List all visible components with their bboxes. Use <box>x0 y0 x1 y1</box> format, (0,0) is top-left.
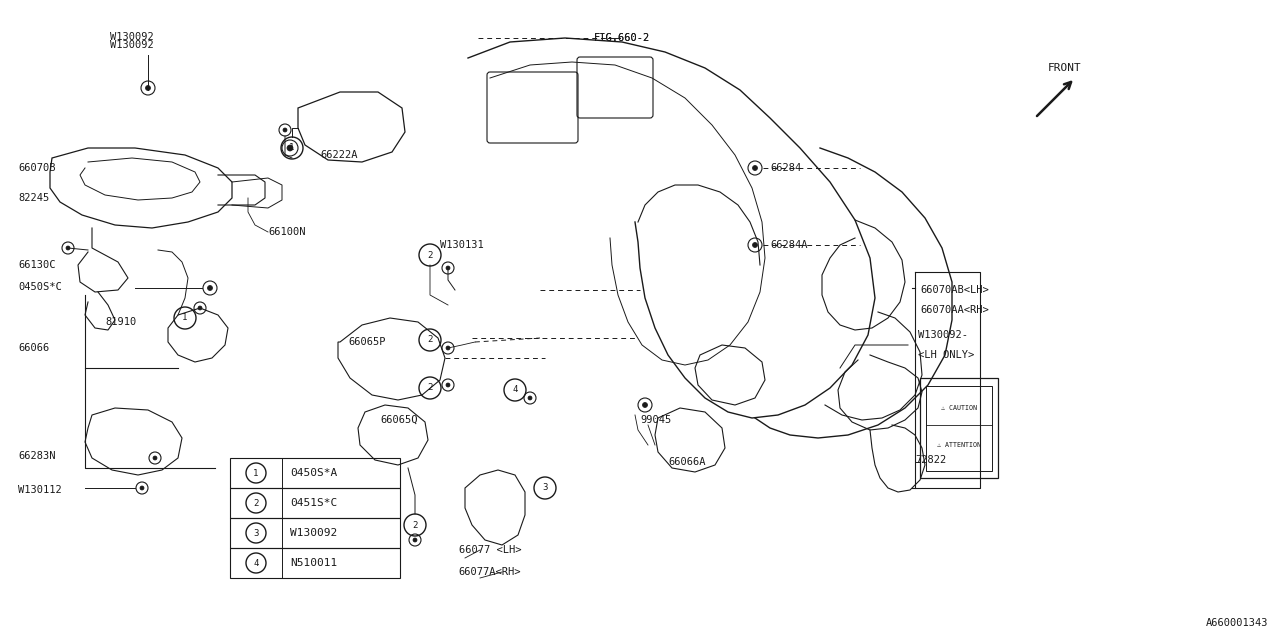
Circle shape <box>207 285 212 291</box>
Text: W130112: W130112 <box>18 485 61 495</box>
Text: 66284: 66284 <box>771 163 801 173</box>
Text: 66077A<RH>: 66077A<RH> <box>458 567 521 577</box>
Circle shape <box>283 128 287 132</box>
Text: 66100N: 66100N <box>268 227 306 237</box>
Circle shape <box>753 166 758 170</box>
Text: 66070AA<RH>: 66070AA<RH> <box>920 305 988 315</box>
Text: 2: 2 <box>428 250 433 259</box>
Circle shape <box>753 243 758 248</box>
Text: W130092-: W130092- <box>918 330 968 340</box>
Text: 66284A: 66284A <box>771 240 808 250</box>
Text: 66066: 66066 <box>18 343 49 353</box>
Text: 82245: 82245 <box>18 193 49 203</box>
Circle shape <box>67 246 70 250</box>
Text: 2: 2 <box>412 520 417 529</box>
Text: FRONT: FRONT <box>1048 63 1082 73</box>
Circle shape <box>287 145 293 151</box>
Text: 1: 1 <box>182 314 188 323</box>
Circle shape <box>146 86 151 90</box>
Text: 4: 4 <box>253 559 259 568</box>
Text: <LH ONLY>: <LH ONLY> <box>918 350 974 360</box>
Text: 66283N: 66283N <box>18 451 55 461</box>
Circle shape <box>140 486 143 490</box>
Text: 0450S*C: 0450S*C <box>18 282 61 292</box>
Text: 3: 3 <box>543 483 548 493</box>
Text: W130092: W130092 <box>110 32 154 42</box>
Text: W130092: W130092 <box>110 40 154 50</box>
Text: 66070AB<LH>: 66070AB<LH> <box>920 285 988 295</box>
Text: 1: 1 <box>253 468 259 477</box>
Circle shape <box>154 456 157 460</box>
Text: 0451S*C: 0451S*C <box>291 498 337 508</box>
Text: 66077 <LH>: 66077 <LH> <box>458 545 521 555</box>
Text: 66130C: 66130C <box>18 260 55 270</box>
Text: 66222A: 66222A <box>320 150 357 160</box>
Circle shape <box>413 538 417 542</box>
Text: 99045: 99045 <box>640 415 671 425</box>
Text: FIG.660-2: FIG.660-2 <box>594 33 650 43</box>
Text: 3: 3 <box>253 529 259 538</box>
Text: W130131: W130131 <box>440 240 484 250</box>
Circle shape <box>529 396 532 400</box>
Circle shape <box>445 383 451 387</box>
Text: 66070B: 66070B <box>18 163 55 173</box>
Text: ⚠ CAUTION: ⚠ CAUTION <box>941 405 977 411</box>
Text: ⚠ ATTENTION: ⚠ ATTENTION <box>937 442 980 448</box>
Text: 0450S*A: 0450S*A <box>291 468 337 478</box>
Circle shape <box>198 306 202 310</box>
Text: A660001343: A660001343 <box>1206 618 1268 628</box>
Text: 72822: 72822 <box>915 455 946 465</box>
Circle shape <box>445 266 451 270</box>
Text: 2: 2 <box>253 499 259 508</box>
Text: FIG.660-2: FIG.660-2 <box>594 33 650 43</box>
Text: 2: 2 <box>428 383 433 392</box>
Text: 4: 4 <box>512 385 517 394</box>
Text: 66065P: 66065P <box>348 337 385 347</box>
Text: 1: 1 <box>289 143 294 152</box>
Text: 66065Q: 66065Q <box>380 415 417 425</box>
Text: 81910: 81910 <box>105 317 136 327</box>
Text: N510011: N510011 <box>291 558 337 568</box>
Text: 2: 2 <box>428 335 433 344</box>
Text: 66066A: 66066A <box>668 457 705 467</box>
Circle shape <box>643 403 648 408</box>
Text: W130092: W130092 <box>291 528 337 538</box>
Circle shape <box>445 346 451 350</box>
